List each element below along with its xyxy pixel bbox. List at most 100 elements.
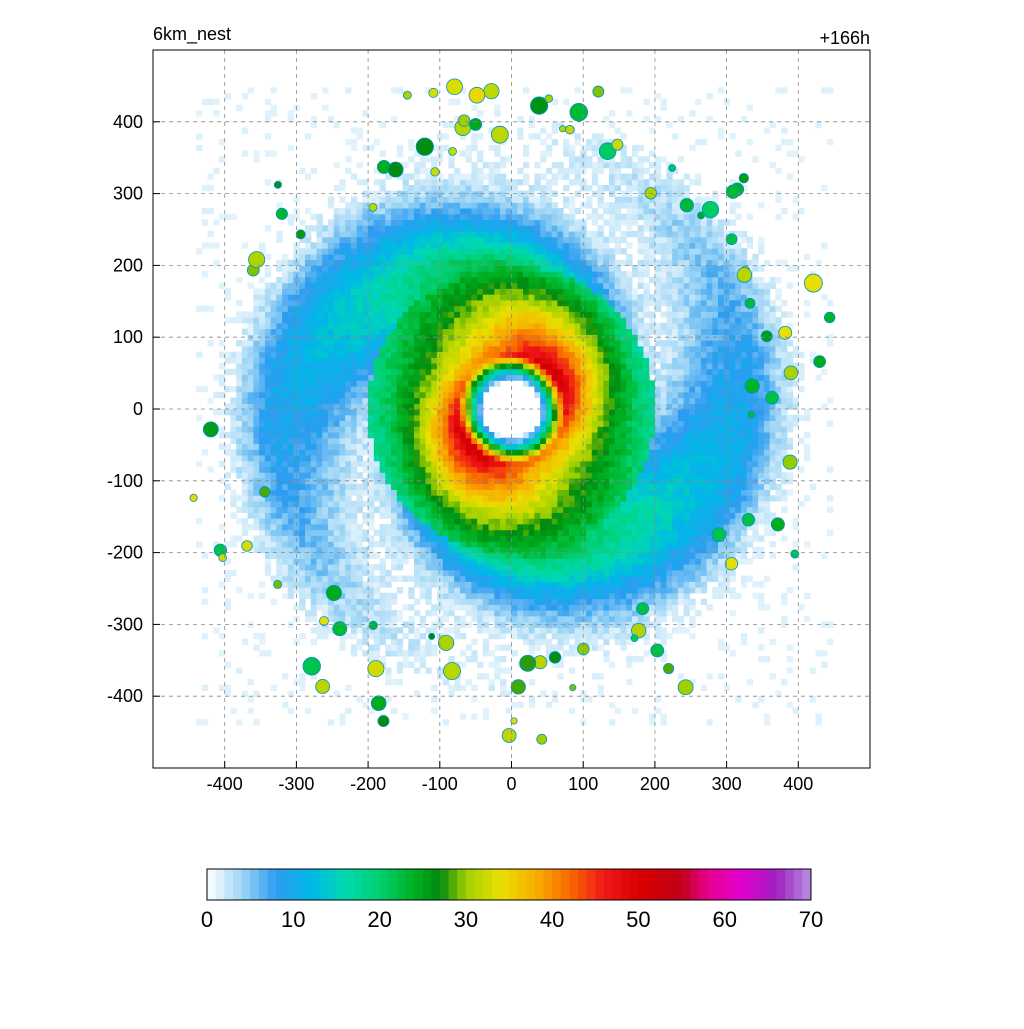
field-cell bbox=[752, 409, 759, 416]
field-cell bbox=[414, 443, 421, 450]
field-cell bbox=[471, 564, 478, 571]
field-cell bbox=[299, 518, 306, 525]
field-cell bbox=[591, 552, 599, 559]
field-cell bbox=[224, 558, 231, 565]
field-cell bbox=[603, 472, 610, 479]
field-cell bbox=[632, 414, 639, 421]
field-cell bbox=[718, 432, 725, 439]
field-cell bbox=[385, 529, 392, 536]
field-cell bbox=[505, 363, 513, 370]
field-cell bbox=[523, 633, 530, 640]
field-cell bbox=[436, 397, 444, 404]
field-cell bbox=[654, 368, 662, 376]
field-cell bbox=[551, 403, 558, 410]
field-cell bbox=[350, 581, 358, 588]
field-cell bbox=[500, 587, 507, 594]
field-cell bbox=[614, 541, 621, 548]
field-cell bbox=[230, 569, 237, 577]
field-cell bbox=[775, 391, 782, 399]
field-cell bbox=[683, 386, 690, 393]
field-cell bbox=[362, 621, 369, 628]
field-cell bbox=[414, 380, 421, 387]
field-cell bbox=[350, 650, 358, 657]
field-cell bbox=[414, 409, 421, 416]
field-cell bbox=[706, 489, 713, 496]
field-cell bbox=[316, 460, 323, 467]
field-cell bbox=[563, 564, 570, 571]
field-cell bbox=[362, 592, 369, 600]
field-cell bbox=[408, 386, 415, 393]
field-cell bbox=[752, 483, 759, 490]
field-cell bbox=[643, 569, 650, 577]
field-cell bbox=[339, 604, 346, 611]
field-cell bbox=[454, 443, 461, 450]
field-cell bbox=[752, 397, 759, 404]
field-cell bbox=[270, 541, 277, 548]
field-cell bbox=[735, 472, 742, 479]
field-cell bbox=[626, 368, 633, 376]
field-cell bbox=[517, 610, 524, 617]
field-cell bbox=[637, 615, 644, 623]
field-cell bbox=[597, 523, 604, 531]
field-cell bbox=[287, 380, 295, 387]
field-cell bbox=[735, 437, 742, 444]
field-cell bbox=[534, 472, 541, 479]
field-cell bbox=[574, 374, 581, 381]
field-cell bbox=[253, 472, 260, 479]
field-cell bbox=[568, 541, 576, 548]
field-cell bbox=[425, 581, 432, 588]
field-cell bbox=[454, 541, 461, 548]
field-cell bbox=[540, 495, 547, 502]
field-cell bbox=[574, 633, 581, 640]
field-cell bbox=[672, 380, 679, 387]
field-cell bbox=[626, 345, 633, 353]
field-cell bbox=[740, 489, 748, 496]
field-cell bbox=[333, 357, 340, 364]
field-cell bbox=[660, 546, 667, 554]
field-cell bbox=[322, 391, 329, 399]
field-cell bbox=[523, 357, 530, 364]
field-cell bbox=[597, 575, 604, 582]
field-cell bbox=[356, 581, 363, 588]
field-cell bbox=[545, 558, 553, 565]
field-cell bbox=[557, 340, 564, 347]
field-cell bbox=[310, 638, 317, 646]
field-cell bbox=[350, 460, 358, 467]
field-cell bbox=[282, 460, 289, 467]
field-cell bbox=[442, 426, 449, 433]
field-cell bbox=[454, 466, 461, 473]
field-cell bbox=[442, 414, 449, 421]
field-cell bbox=[603, 363, 610, 370]
field-cell bbox=[425, 386, 432, 393]
field-cell bbox=[282, 472, 289, 479]
field-cell bbox=[224, 690, 231, 697]
field-cell bbox=[551, 552, 558, 559]
field-cell bbox=[396, 512, 404, 519]
field-cell bbox=[459, 374, 467, 381]
field-cell bbox=[247, 351, 254, 358]
field-cell bbox=[287, 386, 295, 393]
field-cell bbox=[654, 581, 662, 588]
field-cell bbox=[402, 351, 409, 358]
field-cell bbox=[545, 644, 553, 651]
field-cell bbox=[517, 489, 524, 496]
field-cell bbox=[236, 455, 243, 462]
field-cell bbox=[654, 340, 662, 347]
field-cell bbox=[322, 380, 329, 387]
field-cell bbox=[436, 581, 444, 588]
field-cell bbox=[505, 610, 513, 617]
field-cell bbox=[373, 564, 381, 571]
field-cell bbox=[459, 420, 467, 427]
field-cell bbox=[609, 357, 616, 364]
field-cell bbox=[505, 518, 513, 525]
field-cell bbox=[551, 466, 558, 473]
field-cell bbox=[660, 460, 667, 467]
field-cell bbox=[385, 506, 392, 513]
field-cell bbox=[477, 541, 484, 548]
field-cell bbox=[689, 679, 696, 686]
field-cell bbox=[310, 426, 317, 433]
field-cell bbox=[534, 500, 541, 508]
field-cell bbox=[557, 506, 564, 513]
field-cell bbox=[287, 460, 295, 467]
field-cell bbox=[763, 443, 771, 450]
